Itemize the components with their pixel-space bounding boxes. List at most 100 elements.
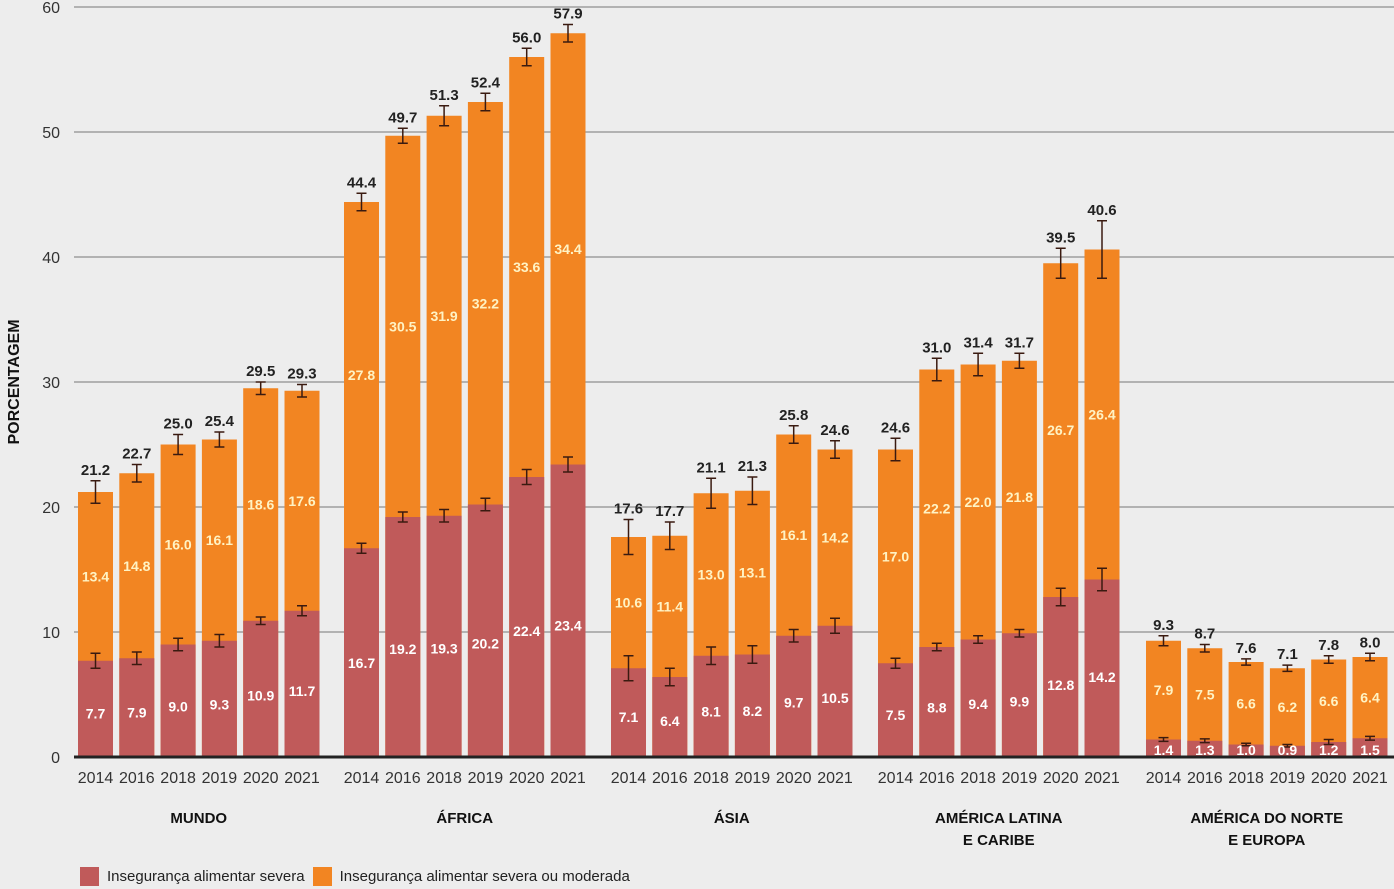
- x-tick-label: 2019: [468, 770, 504, 787]
- bar-severe: [734, 654, 770, 757]
- region-label: ÁFRICA: [436, 810, 493, 827]
- bar-severe: [1187, 740, 1223, 757]
- x-tick-label: 2021: [284, 770, 320, 787]
- total-label: 9.3: [1153, 617, 1174, 634]
- severe-value-label: 20.2: [472, 635, 499, 651]
- y-axis-label: PORCENTAGEM: [6, 319, 23, 444]
- x-tick-label: 2020: [243, 770, 279, 787]
- total-label: 49.7: [388, 109, 417, 126]
- region-label: AMÉRICA LATINA: [935, 810, 1063, 827]
- moderate-value-label: 14.2: [821, 530, 848, 546]
- x-tick-label: 2016: [385, 770, 421, 787]
- bar-severe: [652, 677, 688, 757]
- bar-group: 9.3 7.9 1.4 8.7 7.5 1.3 7.6 6.6 1.0 7.1 6.2 0.9 7.8 6…: [1146, 617, 1388, 758]
- total-label: 21.1: [696, 459, 725, 476]
- severe-value-label: 22.4: [513, 623, 540, 639]
- severe-value-label: 7.9: [127, 705, 147, 721]
- moderate-value-label: 30.5: [389, 318, 416, 334]
- moderate-value-label: 18.6: [247, 497, 274, 513]
- severe-value-label: 8.8: [927, 700, 947, 716]
- moderate-value-label: 26.7: [1047, 422, 1074, 438]
- severe-value-label: 14.2: [1088, 669, 1115, 685]
- moderate-value-label: 16.1: [206, 532, 233, 548]
- moderate-value-label: 34.4: [554, 241, 581, 257]
- moderate-value-label: 6.6: [1236, 695, 1256, 711]
- total-label: 7.6: [1236, 640, 1257, 657]
- bar-severe: [509, 477, 545, 757]
- bar-severe: [78, 660, 113, 757]
- x-tick-label: 2021: [1084, 770, 1120, 787]
- bar-moderate: [1228, 662, 1264, 757]
- x-tick-label: 2014: [878, 770, 914, 787]
- x-tick-label: 2018: [426, 770, 462, 787]
- x-tick-label: 2019: [1270, 770, 1306, 787]
- moderate-value-label: 22.2: [923, 500, 950, 516]
- bar-severe: [919, 647, 955, 757]
- y-tick-label: 30: [42, 375, 60, 392]
- moderate-value-label: 6.2: [1278, 699, 1298, 715]
- bar-severe: [160, 644, 196, 757]
- total-label: 29.5: [246, 363, 275, 380]
- moderate-value-label: 6.6: [1319, 693, 1339, 709]
- total-label: 21.2: [81, 462, 110, 479]
- bars: 21.2 13.4 7.7 22.7 14.8 7.9 25.0 16.0 9.0 25.4 16.…: [78, 6, 1388, 758]
- moderate-value-label: 7.5: [1195, 687, 1215, 703]
- severe-value-label: 11.7: [289, 683, 316, 699]
- severe-value-label: 7.7: [86, 706, 106, 722]
- bar-severe: [693, 655, 729, 757]
- stacked-bar-chart: 0 10 20 30 40 50 60 PORCENTAGEM 21.2 13.4 7.7 22.…: [6, 0, 1394, 849]
- moderate-value-label: 31.9: [430, 308, 457, 324]
- bar-severe: [776, 635, 812, 757]
- x-tick-label: 2018: [960, 770, 996, 787]
- x-tick-label: 2019: [735, 770, 771, 787]
- moderate-value-label: 22.0: [964, 494, 991, 510]
- moderate-value-label: 16.0: [164, 537, 191, 553]
- total-label: 57.9: [553, 6, 582, 23]
- x-axis-labels: 2014 2016 2018 2019 2020 2021 MUNDO 2014 2016 201…: [78, 770, 1388, 849]
- total-label: 25.8: [779, 407, 808, 424]
- bar-severe: [611, 668, 646, 757]
- total-label: 29.3: [287, 366, 316, 383]
- severe-value-label: 23.4: [554, 617, 581, 633]
- bar-severe: [1146, 739, 1181, 757]
- bar-severe: [1352, 738, 1388, 757]
- severe-value-label: 9.4: [968, 696, 988, 712]
- bar-severe: [817, 625, 853, 757]
- moderate-value-label: 6.4: [1360, 690, 1380, 706]
- moderate-value-label: 16.1: [780, 527, 807, 543]
- total-label: 8.0: [1360, 634, 1381, 651]
- x-tick-label: 2021: [550, 770, 586, 787]
- moderate-value-label: 21.8: [1006, 489, 1033, 505]
- total-label: 51.3: [429, 87, 458, 104]
- y-tick-label: 50: [42, 125, 60, 142]
- bar-severe: [1001, 633, 1037, 757]
- bar-severe: [1269, 745, 1305, 757]
- severe-value-label: 6.4: [660, 713, 680, 729]
- total-label: 25.0: [163, 416, 192, 433]
- total-label: 17.6: [614, 501, 643, 518]
- bar-severe: [1043, 597, 1079, 757]
- severe-value-label: 1.2: [1319, 742, 1339, 758]
- region-label: MUNDO: [170, 810, 227, 827]
- total-label: 8.7: [1194, 626, 1215, 643]
- x-tick-label: 2018: [693, 770, 729, 787]
- severe-value-label: 19.2: [389, 641, 416, 657]
- x-tick-label: 2018: [1228, 770, 1264, 787]
- moderate-value-label: 27.8: [348, 367, 375, 383]
- total-label: 40.6: [1087, 202, 1116, 219]
- total-label: 17.7: [655, 503, 684, 520]
- total-label: 44.4: [347, 174, 377, 191]
- legend-swatch-moderate: [312, 867, 332, 886]
- total-label: 52.4: [471, 74, 501, 91]
- total-label: 24.6: [820, 422, 849, 439]
- bar-group: 21.2 13.4 7.7 22.7 14.8 7.9 25.0 16.0 9.0 25.4 16.…: [78, 363, 320, 757]
- severe-value-label: 10.9: [247, 688, 274, 704]
- y-tick-label: 20: [42, 500, 60, 517]
- legend: Insegurança alimentar severa Insegurança…: [80, 867, 638, 886]
- bar-severe: [344, 548, 379, 757]
- x-tick-label: 2020: [1043, 770, 1079, 787]
- total-label: 31.7: [1005, 334, 1034, 351]
- x-tick-label: 2020: [776, 770, 812, 787]
- moderate-value-label: 32.2: [472, 295, 499, 311]
- moderate-value-label: 13.0: [697, 567, 724, 583]
